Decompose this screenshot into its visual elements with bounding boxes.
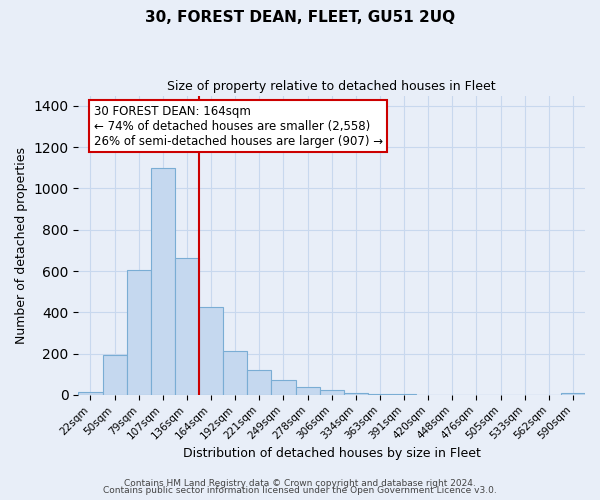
Title: Size of property relative to detached houses in Fleet: Size of property relative to detached ho…: [167, 80, 496, 93]
Bar: [151, 168, 175, 395]
Bar: [320, 390, 344, 395]
Bar: [199, 306, 223, 395]
X-axis label: Distribution of detached houses by size in Fleet: Distribution of detached houses by size …: [183, 447, 481, 460]
Bar: [79, 392, 103, 395]
Bar: [223, 351, 247, 395]
Text: Contains HM Land Registry data © Crown copyright and database right 2024.: Contains HM Land Registry data © Crown c…: [124, 478, 476, 488]
Bar: [368, 394, 392, 395]
Bar: [344, 393, 368, 395]
Bar: [296, 387, 320, 395]
Bar: [175, 258, 199, 395]
Bar: [127, 270, 151, 395]
Bar: [247, 370, 271, 395]
Bar: [561, 393, 585, 395]
Bar: [271, 380, 296, 395]
Bar: [392, 394, 416, 395]
Text: 30 FOREST DEAN: 164sqm
← 74% of detached houses are smaller (2,558)
26% of semi-: 30 FOREST DEAN: 164sqm ← 74% of detached…: [94, 104, 383, 148]
Text: Contains public sector information licensed under the Open Government Licence v3: Contains public sector information licen…: [103, 486, 497, 495]
Y-axis label: Number of detached properties: Number of detached properties: [15, 146, 28, 344]
Bar: [103, 355, 127, 395]
Text: 30, FOREST DEAN, FLEET, GU51 2UQ: 30, FOREST DEAN, FLEET, GU51 2UQ: [145, 10, 455, 25]
